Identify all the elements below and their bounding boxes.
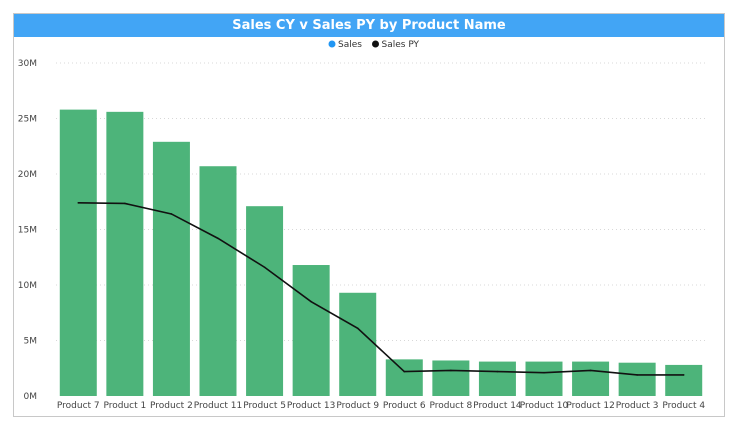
x-tick-label: Product 10 [520,401,569,411]
x-tick-label: Product 14 [473,401,522,411]
x-tick-label: Product 9 [336,401,379,411]
bar-sales [59,109,97,397]
x-tick-label: Product 1 [103,401,146,411]
legend-label: Sales PY [382,40,420,50]
bar-sales [665,364,703,396]
bar-sales [385,359,423,396]
bar-sales [572,361,610,396]
y-tick-label: 20M [18,170,37,180]
x-tick-label: Product 11 [194,401,243,411]
point-sales-py [403,370,406,373]
y-tick-label: 5M [24,337,38,347]
point-sales-py [589,369,592,372]
x-tick-label: Product 7 [57,401,100,411]
bar-sales [618,362,656,396]
bar-sales [478,361,516,396]
y-tick-label: 30M [18,59,37,69]
y-tick-label: 0M [24,392,38,402]
x-tick-label: Product 3 [616,401,659,411]
point-sales-py [356,327,359,330]
chart-title: Sales CY v Sales PY by Product Name [14,14,724,37]
point-sales-py [263,266,266,269]
x-tick-label: Product 13 [287,401,336,411]
bar-sales [246,206,284,396]
x-tick-label: Product 4 [662,401,705,411]
y-tick-label: 25M [18,115,37,125]
legend-marker [372,40,379,48]
point-sales-py [543,371,545,374]
bar-sales [432,360,470,396]
x-tick-label: Product 5 [243,401,286,411]
bar-sales [106,111,144,396]
legend-label: Sales [338,40,362,50]
x-tick-label: Product 6 [383,401,426,411]
x-tick-label: Product 8 [429,401,472,411]
bar-sales [199,166,237,396]
point-sales-py [496,370,499,373]
point-sales-py [310,300,312,303]
point-sales-py [450,369,452,372]
point-sales-py [124,202,126,205]
y-tick-label: 15M [18,226,37,236]
y-tick-label: 10M [18,281,37,291]
bar-sales [339,292,377,396]
bar-sales [525,361,563,396]
bar-sales [152,141,190,396]
point-sales-py [636,374,638,376]
bar-sales [292,265,330,396]
x-tick-label: Product 12 [566,401,615,411]
point-sales-py [170,213,173,215]
point-sales-py [682,374,685,376]
legend-marker [328,40,336,48]
point-sales-py [77,202,80,204]
line-sales-py [78,202,684,376]
point-sales-py [217,237,219,240]
x-tick-label: Product 2 [150,401,193,411]
